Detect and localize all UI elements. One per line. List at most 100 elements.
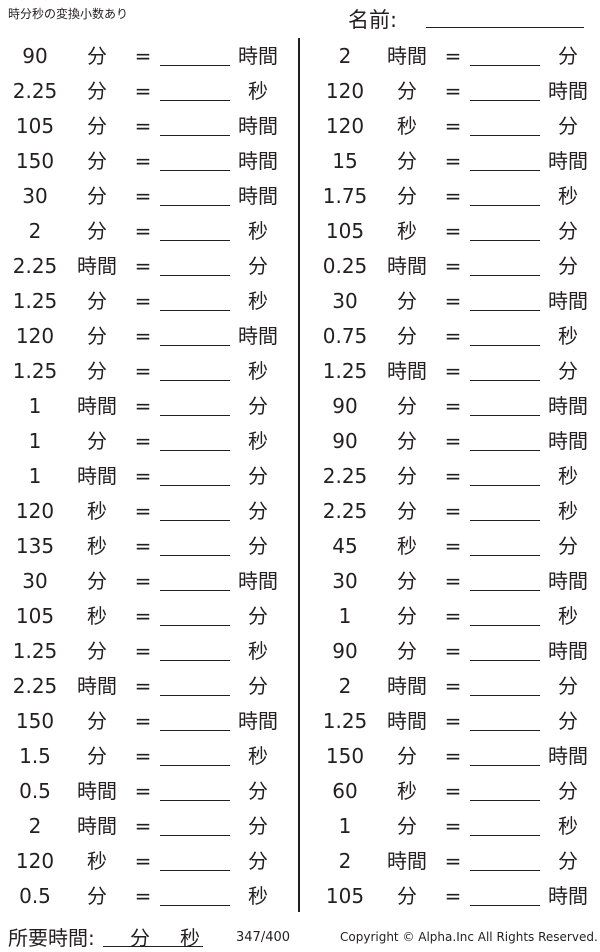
problem-row: 120 秒 = 分 xyxy=(310,109,600,144)
from-unit: 時間 xyxy=(387,254,427,278)
answer-blank[interactable] xyxy=(160,764,230,766)
answer-blank[interactable] xyxy=(470,694,540,696)
equals-sign: = xyxy=(134,534,152,558)
answer-blank[interactable] xyxy=(470,764,540,766)
answer-blank[interactable] xyxy=(160,99,230,101)
answer-blank[interactable] xyxy=(160,449,230,451)
answer-blank[interactable] xyxy=(160,309,230,311)
to-unit: 秒 xyxy=(248,884,268,908)
value: 0.75 xyxy=(322,324,368,348)
problem-row: 1 時間 = 分 xyxy=(0,459,300,494)
answer-blank[interactable] xyxy=(470,869,540,871)
name-field[interactable] xyxy=(426,27,584,28)
answer-blank[interactable] xyxy=(160,344,230,346)
answer-blank[interactable] xyxy=(470,449,540,451)
answer-blank[interactable] xyxy=(160,659,230,661)
equals-sign: = xyxy=(134,79,152,103)
copyright: Copyright © Alpha.Inc All Rights Reserve… xyxy=(340,930,598,944)
answer-blank[interactable] xyxy=(160,519,230,521)
to-unit: 時間 xyxy=(548,639,588,663)
answer-blank[interactable] xyxy=(160,554,230,556)
problem-row: 90 分 = 時間 xyxy=(310,634,600,669)
value: 15 xyxy=(332,149,358,173)
answer-blank[interactable] xyxy=(470,729,540,731)
answer-blank[interactable] xyxy=(160,134,230,136)
answer-blank[interactable] xyxy=(160,239,230,241)
from-unit: 秒 xyxy=(87,534,107,558)
problem-row: 2.25 分 = 秒 xyxy=(310,459,600,494)
to-unit: 秒 xyxy=(248,219,268,243)
to-unit: 秒 xyxy=(558,184,578,208)
answer-blank[interactable] xyxy=(160,799,230,801)
from-unit: 時間 xyxy=(387,359,427,383)
answer-blank[interactable] xyxy=(470,554,540,556)
answer-blank[interactable] xyxy=(470,344,540,346)
value: 60 xyxy=(332,779,358,803)
problem-row: 45 秒 = 分 xyxy=(310,529,600,564)
page-number: 347/400 xyxy=(236,930,291,945)
answer-blank[interactable] xyxy=(470,799,540,801)
value: 1.25 xyxy=(12,289,58,313)
equals-sign: = xyxy=(444,429,462,453)
answer-blank[interactable] xyxy=(470,204,540,206)
equals-sign: = xyxy=(134,464,152,488)
answer-blank[interactable] xyxy=(160,869,230,871)
answer-blank[interactable] xyxy=(160,379,230,381)
answer-blank[interactable] xyxy=(160,589,230,591)
answer-blank[interactable] xyxy=(160,204,230,206)
answer-blank[interactable] xyxy=(470,589,540,591)
equals-sign: = xyxy=(444,569,462,593)
answer-blank[interactable] xyxy=(160,169,230,171)
answer-blank[interactable] xyxy=(470,274,540,276)
answer-blank[interactable] xyxy=(470,239,540,241)
problem-row: 1.5 分 = 秒 xyxy=(0,739,300,774)
answer-blank[interactable] xyxy=(160,694,230,696)
answer-blank[interactable] xyxy=(160,834,230,836)
answer-blank[interactable] xyxy=(160,624,230,626)
answer-blank[interactable] xyxy=(470,64,540,66)
column-divider xyxy=(298,38,300,912)
problem-row: 1.25 分 = 秒 xyxy=(0,354,300,389)
answer-blank[interactable] xyxy=(160,274,230,276)
to-unit: 秒 xyxy=(558,604,578,628)
from-unit: 分 xyxy=(397,639,417,663)
value: 45 xyxy=(332,534,358,558)
to-unit: 分 xyxy=(558,219,578,243)
answer-blank[interactable] xyxy=(470,484,540,486)
problem-row: 150 分 = 時間 xyxy=(0,144,300,179)
equals-sign: = xyxy=(134,219,152,243)
problem-row: 90 分 = 時間 xyxy=(0,39,300,74)
equals-sign: = xyxy=(444,674,462,698)
to-unit: 時間 xyxy=(238,569,278,593)
value: 2 xyxy=(28,219,42,243)
equals-sign: = xyxy=(134,709,152,733)
answer-blank[interactable] xyxy=(470,659,540,661)
value: 2 xyxy=(28,814,42,838)
to-unit: 分 xyxy=(558,709,578,733)
answer-blank[interactable] xyxy=(470,169,540,171)
answer-blank[interactable] xyxy=(470,99,540,101)
answer-blank[interactable] xyxy=(160,64,230,66)
answer-blank[interactable] xyxy=(160,414,230,416)
time-field[interactable] xyxy=(103,946,203,947)
to-unit: 分 xyxy=(248,254,268,278)
answer-blank[interactable] xyxy=(160,484,230,486)
answer-blank[interactable] xyxy=(470,414,540,416)
to-unit: 秒 xyxy=(248,79,268,103)
answer-blank[interactable] xyxy=(160,904,230,906)
from-unit: 時間 xyxy=(77,674,117,698)
answer-blank[interactable] xyxy=(470,624,540,626)
answer-blank[interactable] xyxy=(470,134,540,136)
answer-blank[interactable] xyxy=(470,904,540,906)
from-unit: 分 xyxy=(87,744,107,768)
problem-row: 1.75 分 = 秒 xyxy=(310,179,600,214)
problem-row: 2 時間 = 分 xyxy=(310,39,600,74)
answer-blank[interactable] xyxy=(470,379,540,381)
answer-blank[interactable] xyxy=(160,729,230,731)
problem-row: 120 秒 = 分 xyxy=(0,494,300,529)
value: 120 xyxy=(15,324,55,348)
answer-blank[interactable] xyxy=(470,309,540,311)
answer-blank[interactable] xyxy=(470,834,540,836)
answer-blank[interactable] xyxy=(470,519,540,521)
from-unit: 分 xyxy=(397,184,417,208)
